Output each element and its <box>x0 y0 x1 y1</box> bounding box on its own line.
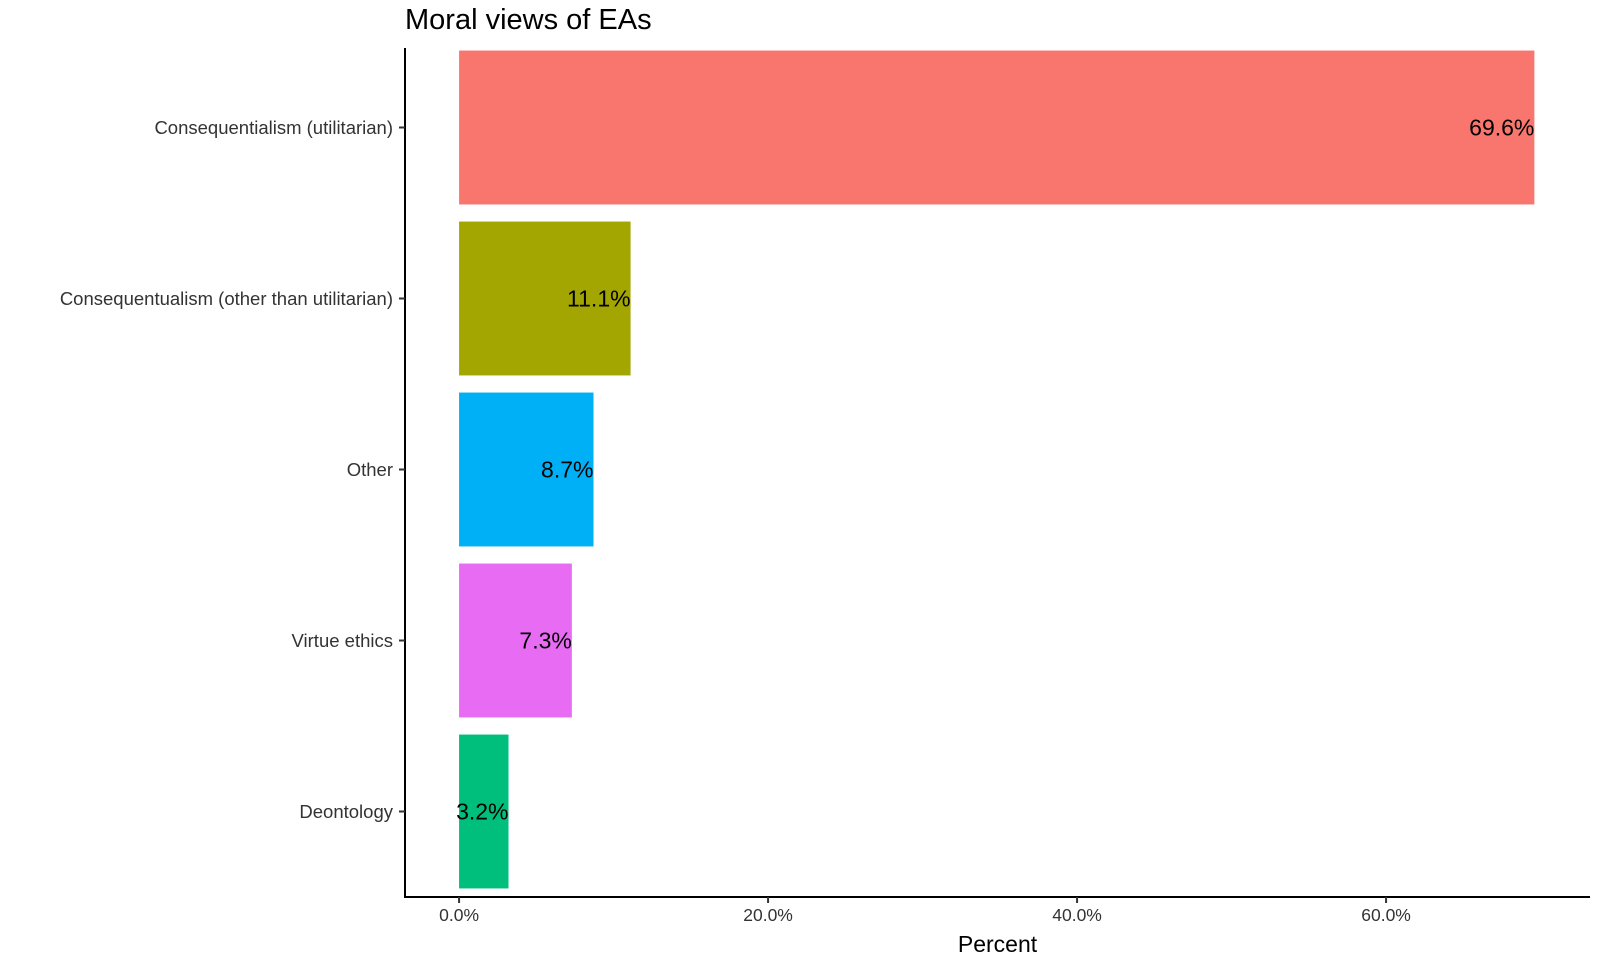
data-label-0: 69.6% <box>1469 115 1534 141</box>
data-labels-layer: 69.6% 11.1% 8.7% 7.3% 3.2% <box>456 115 1534 825</box>
category-label-2: Other <box>347 459 393 480</box>
bar-4 <box>459 734 509 889</box>
bar-2 <box>459 392 594 547</box>
bar-1 <box>459 221 631 376</box>
x-tick-label-0: 0.0% <box>439 905 479 925</box>
data-label-1: 11.1% <box>567 286 631 312</box>
data-label-2: 8.7% <box>541 457 593 483</box>
x-tick-label-2: 40.0% <box>1052 905 1102 925</box>
category-label-3: Virtue ethics <box>292 630 393 651</box>
bars-layer <box>459 50 1535 889</box>
y-axis: Consequentialism (utilitarian) Consequent… <box>60 48 406 898</box>
x-tick-label-3: 60.0% <box>1361 905 1411 925</box>
category-label-4: Deontology <box>299 801 393 822</box>
bar-3 <box>459 563 572 718</box>
bar-0 <box>459 50 1535 205</box>
data-label-4: 3.2% <box>456 799 508 825</box>
x-axis-title: Percent <box>958 931 1038 957</box>
x-axis: 0.0% 20.0% 40.0% 60.0% <box>404 896 1590 925</box>
chart-title: Moral views of EAs <box>405 4 652 36</box>
category-label-0: Consequentialism (utilitarian) <box>154 117 393 138</box>
data-label-3: 7.3% <box>519 628 571 654</box>
x-tick-label-1: 20.0% <box>743 905 793 925</box>
category-label-1: Consequentualism (other than utilitarian… <box>60 288 393 309</box>
